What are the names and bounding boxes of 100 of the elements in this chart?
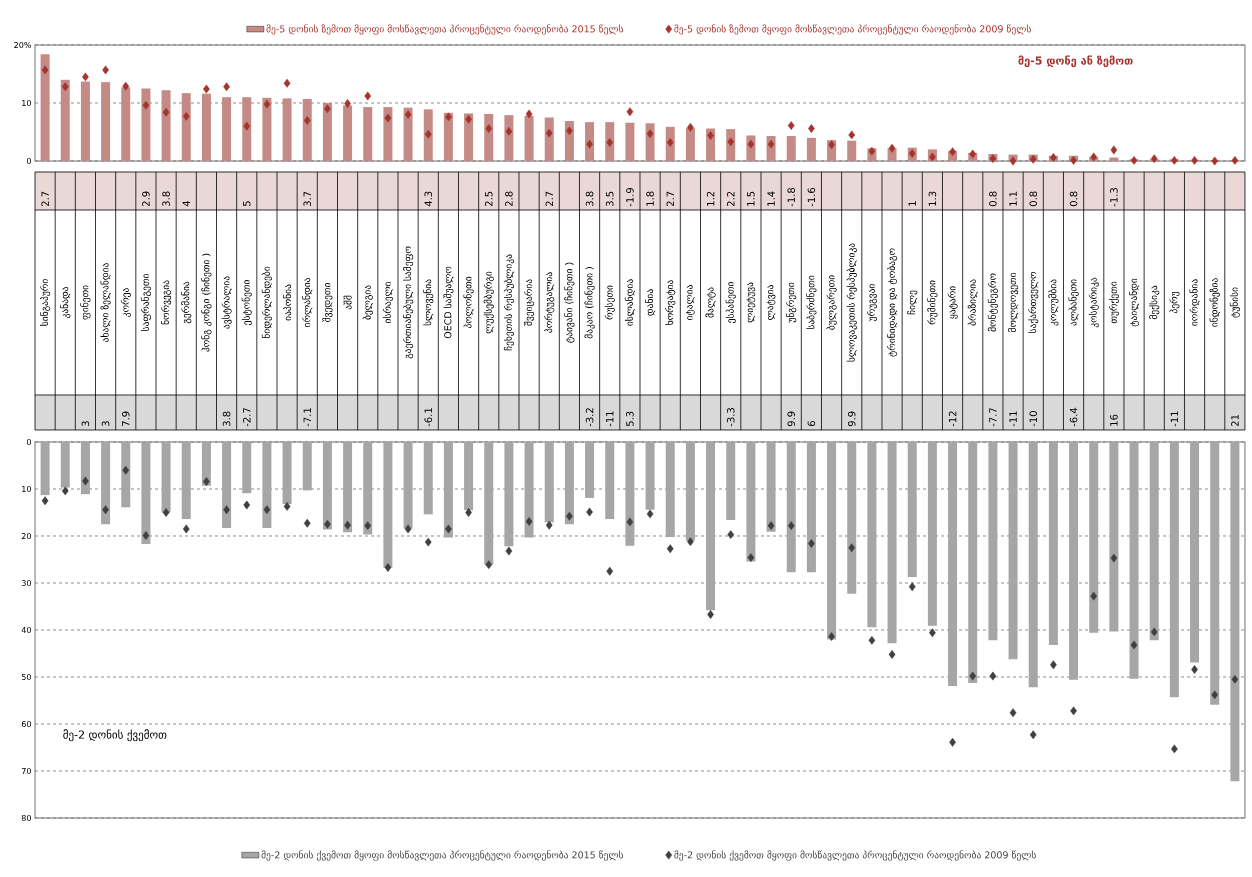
text: 1.4 [767, 191, 775, 206]
text: 3.5 [605, 191, 614, 207]
text: -1.8 [787, 187, 796, 207]
category-label: ტუნისი [1229, 287, 1240, 318]
text: -7.7 [989, 408, 997, 427]
text: -7.1 [303, 408, 311, 427]
text: 9.9 [847, 411, 856, 427]
category-label: სლოვენია [423, 279, 434, 326]
category-label: ჰონგ კონგი (ჩინეთი ) [201, 253, 212, 352]
legend-label: მე-2 დონის ქვემოთ მყოფი მოსწავლეთა პროცენტული რაოდენობა 2015 წელს [261, 850, 624, 861]
category-label: ურუგვაი [866, 284, 877, 322]
category-label: მაკაო (ჩინეთი ) [584, 267, 595, 339]
category-label: ნორვეგია [161, 280, 172, 325]
category-label: ინდონეზია [1209, 278, 1220, 327]
text: 5 [243, 201, 251, 207]
text: 3.7 [303, 191, 312, 207]
y-tick-label: 0 [26, 157, 31, 165]
category-label: ისლანდია [624, 279, 635, 326]
category-label: ყატარი [947, 286, 958, 319]
y-tick-label: 30 [21, 579, 31, 587]
text: -1.9 [626, 187, 634, 207]
category-label: საქართველო [1028, 271, 1039, 333]
category-label: უნგრეთი [786, 282, 797, 323]
text: -11 [606, 411, 614, 427]
category-label: იტალია [686, 285, 695, 320]
text: 2.2 [727, 191, 735, 207]
category-label: კოლუმბია [1048, 279, 1059, 326]
legend-label: მე-5 დონის ზემოთ მყოფი მოსწავლეთა პროცენტული რაოდენობა 2015 წელს [266, 24, 624, 35]
text: 0.8 [1069, 191, 1078, 207]
category-label: ტრინიდადი და ტობაგო [886, 248, 898, 357]
category-label: ლიეტუვა [746, 282, 756, 323]
category-label: ტაივანი (ჩინეთი ) [564, 262, 575, 343]
text: -3.3 [726, 408, 735, 427]
y-tick-label: 70 [21, 767, 31, 775]
category-label: ბულგარეთი [826, 275, 837, 330]
text: -11 [1170, 411, 1179, 427]
text: 3.8 [585, 191, 594, 207]
text: 7.9 [121, 411, 130, 426]
text: 6 [807, 421, 816, 427]
y-tick-label: 40 [21, 626, 31, 634]
category-label: გერმანია [181, 281, 192, 324]
text: 2.8 [505, 191, 513, 207]
category-label: მონტენეგრო [987, 273, 998, 332]
category-label: იორდანია [1189, 279, 1200, 326]
category-label: ესპანეთი [725, 282, 736, 323]
category-label: შვედეთი [322, 283, 333, 323]
category-label: ნიდერლანდები [261, 266, 273, 339]
category-label: დანია [645, 289, 656, 316]
annotation: მე-5 დონე ან ზემოთ [1018, 55, 1133, 68]
text: 4.3 [424, 191, 433, 207]
category-label: შვეიცარია [523, 279, 535, 326]
text: -10 [1029, 411, 1038, 427]
text: 0.8 [989, 191, 997, 207]
text: 2.9 [142, 191, 150, 207]
category-label: ლუქსემბურგი [483, 271, 494, 334]
category-label: ირლანდია [302, 278, 313, 327]
category-label: OECD საშუალო [443, 266, 454, 339]
text: 21 [1231, 414, 1239, 427]
y-tick-label: 0 [26, 438, 31, 446]
category-label: ალბანეთი [1068, 279, 1079, 326]
category-label: აშშ [343, 295, 352, 310]
text: -12 [948, 411, 957, 427]
category-label: პოლონეთი [463, 276, 474, 329]
category-label: კოსტარიკა [1088, 277, 1099, 328]
category-label: ხორვატია [665, 280, 676, 325]
text: -3.2 [585, 408, 594, 427]
text: 1 [908, 201, 916, 206]
category-label: ესტონეთი [241, 280, 252, 325]
text: 16 [1110, 414, 1118, 426]
text: -6.4 [1069, 407, 1078, 427]
category-label: სლოვაკეთის რესპუბლიკა [846, 243, 857, 362]
category-label: კორეა [120, 288, 131, 317]
text: 2.7 [545, 191, 553, 207]
category-label: კანადა [60, 286, 71, 319]
text: 5.3 [626, 411, 634, 427]
text: -6.1 [424, 408, 433, 427]
category-label: მექსიკა [1149, 285, 1160, 320]
category-label: თურქეთი [1108, 281, 1119, 324]
category-label: ტაილანდი [1128, 278, 1140, 327]
text: 2.7 [41, 191, 49, 207]
y-tick-label: 80 [21, 814, 31, 822]
text: 1.5 [747, 191, 755, 206]
text: 3 [101, 421, 110, 427]
text: 2.7 [666, 191, 674, 207]
text: -1.6 [807, 187, 816, 207]
legend-label: მე-2 დონის ქვემოთ მყოფი მოსწავლეთა პროცენტული რაოდენობა 2009 წელს [674, 850, 1036, 861]
y-tick-label: 60 [21, 720, 31, 728]
category-label: რუმინეთი [927, 280, 938, 325]
category-label: პორტუგალია [544, 272, 555, 333]
category-label: მოლდოვეთი [1007, 272, 1019, 333]
category-label: საბერძნეთი [806, 275, 817, 330]
annotation: მე-2 დონის ქვემოთ [63, 729, 167, 742]
legend-label: მე-5 დონის ზემოთ მყოფი მოსწავლეთა პროცენტული რაოდენობა 2009 წელს [674, 24, 1031, 35]
text: 3 [81, 421, 90, 427]
text: 3.8 [162, 191, 170, 207]
category-label: ჩეხეთის რესპუბლიკა [503, 254, 515, 351]
category-label: ჩილე [907, 290, 918, 315]
text: 4 [182, 200, 190, 207]
text: 1.3 [928, 191, 937, 206]
text: -11 [1009, 411, 1017, 427]
